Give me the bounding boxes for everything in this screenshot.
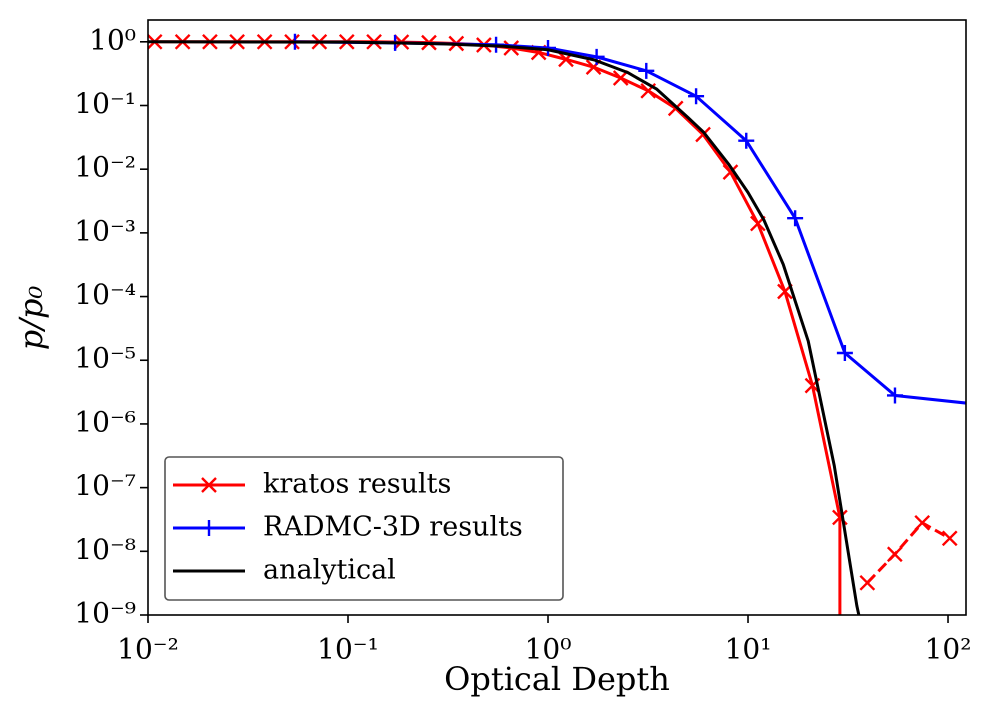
y-tick-label: 10⁻⁵ [74, 342, 136, 375]
y-tick-label: 10⁻¹ [74, 87, 136, 120]
legend-label: kratos results [263, 469, 451, 500]
marker [886, 546, 903, 563]
axes-frame [147, 19, 967, 616]
marker [859, 574, 876, 591]
series-line [148, 40, 861, 615]
series-line [294, 40, 966, 405]
y-tick-label: 10⁻⁸ [74, 533, 136, 566]
marker [941, 530, 958, 547]
x-tick-label: 10⁻² [117, 633, 179, 666]
series-line [866, 521, 951, 584]
y-axis-label: p/p₀ [12, 286, 50, 351]
x-tick-label: 10¹ [725, 633, 772, 666]
marker [638, 62, 655, 79]
marker [886, 387, 903, 404]
x-tick-label: 10⁰ [525, 633, 572, 666]
marker [787, 210, 804, 227]
legend-label: analytical [263, 555, 396, 586]
y-tick-label: 10⁻⁷ [74, 469, 136, 502]
legend-frame [164, 456, 564, 601]
y-tick-label: 10⁻⁴ [74, 278, 136, 311]
marker [201, 520, 217, 536]
marker [722, 164, 739, 180]
marker [914, 514, 931, 531]
x-tick-label: 10⁻¹ [317, 633, 379, 666]
plot-area [148, 33, 997, 615]
legend-label: RADMC-3D results [263, 512, 523, 543]
y-tick-label: 10⁻³ [74, 214, 136, 247]
marker [836, 344, 853, 361]
marker [612, 70, 629, 86]
y-tick-label: 10⁻⁶ [74, 405, 136, 438]
x-axis-label: Optical Depth [444, 660, 670, 698]
marker [738, 132, 755, 149]
marker [688, 88, 705, 105]
marker [987, 398, 997, 414]
marker [201, 477, 217, 493]
y-tick-label: 10⁰ [89, 23, 136, 56]
x-tick-label: 10² [925, 633, 972, 666]
y-tick-label: 10⁻² [74, 151, 136, 184]
y-tick-label: 10⁻⁹ [74, 597, 136, 630]
